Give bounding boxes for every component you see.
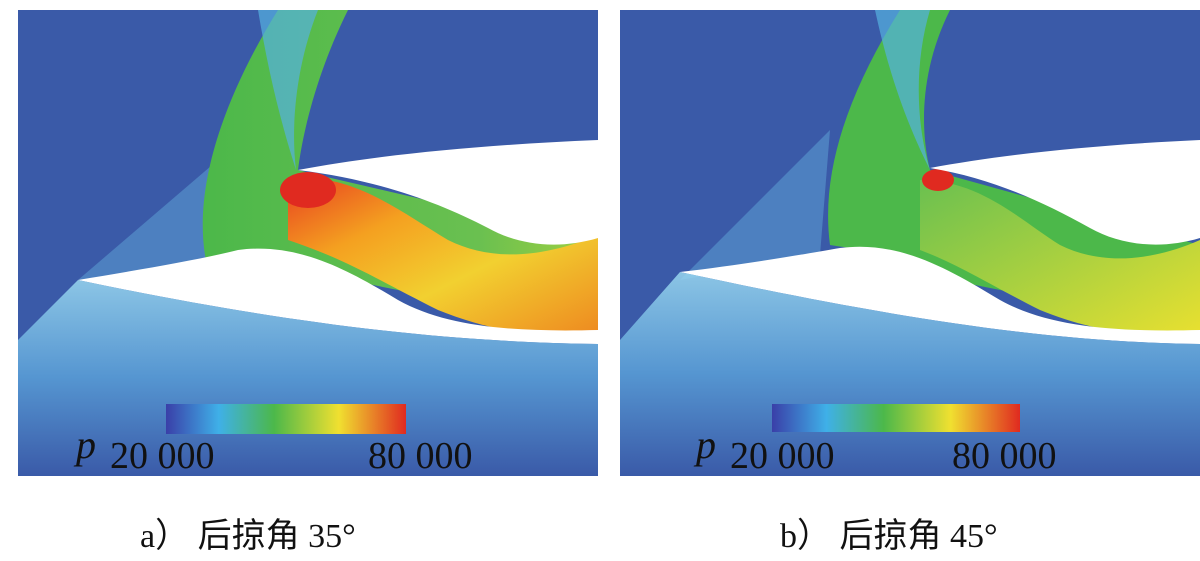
upper-cowl [930, 140, 1200, 245]
colorbar-variable-label: p [73, 422, 96, 467]
cfd-panel-a: p 20 000 80 000 [18, 10, 598, 476]
colorbar-min-label: 20 000 [730, 435, 835, 476]
oblique-shock [680, 130, 830, 280]
colorbar-min-label: 20 000 [110, 435, 215, 476]
caption-b: b） 后掠角 45° [780, 518, 998, 555]
oblique-shock [78, 160, 218, 280]
colorbar-variable-label: p [693, 422, 716, 467]
upper-cowl [298, 140, 598, 245]
expansion-fan [258, 10, 318, 170]
lower-body [680, 246, 1200, 344]
pressure-channel [920, 180, 1200, 334]
stagnation-peak [280, 172, 336, 208]
caption-a: a） 后掠角 35° [140, 518, 356, 555]
pressure-contour-a: p 20 000 80 000 [18, 10, 598, 476]
high-pressure-channel [288, 178, 598, 334]
compression-region [202, 10, 598, 330]
colorbar-max-label: 80 000 [368, 435, 473, 476]
colorbar [166, 404, 406, 434]
colorbar [772, 404, 1020, 432]
lower-body [78, 248, 598, 344]
lower-flow [18, 280, 598, 476]
expansion-fan [875, 10, 930, 170]
lower-flow [620, 272, 1200, 476]
cfd-panel-b: p 20 000 80 000 [620, 10, 1200, 476]
colorbar-max-label: 80 000 [952, 435, 1057, 476]
pressure-contour-b: p 20 000 80 000 [620, 10, 1200, 476]
stagnation-peak [922, 169, 954, 191]
